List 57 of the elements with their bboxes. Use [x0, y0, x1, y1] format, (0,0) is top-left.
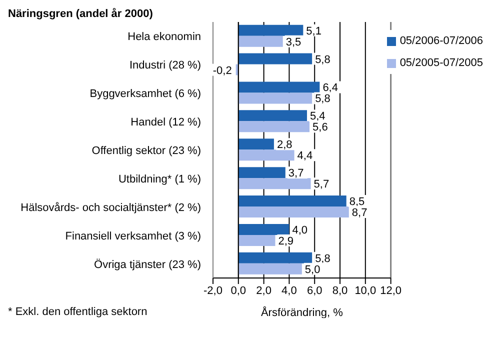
- bar: [238, 196, 346, 207]
- y-tick-label: Utbildning* (1 %): [118, 173, 201, 186]
- bar: [238, 206, 349, 218]
- bar: [238, 252, 312, 264]
- data-label: 5,8: [315, 54, 330, 66]
- x-tick-label: 8,0: [332, 284, 348, 297]
- data-label: 5,8: [315, 93, 330, 106]
- y-tick-label: Offentlig sektor (23 %): [92, 145, 201, 157]
- data-label: 6,4: [322, 82, 338, 94]
- bar: [238, 224, 290, 235]
- data-label: 5,0: [304, 264, 320, 276]
- data-label: 5,1: [306, 25, 322, 38]
- text: * Exkl. den offentliga sektorn: [8, 306, 148, 318]
- data-label: 8,7: [352, 207, 368, 220]
- x-tick-label: 10,0: [354, 284, 376, 297]
- bar: [238, 24, 304, 36]
- x-tick-label: -2,0: [204, 284, 222, 297]
- x-axis-title: Årsförändring, %: [260, 306, 344, 319]
- x-tick-label: 6,0: [306, 284, 322, 297]
- bar: [238, 263, 302, 274]
- data-label: 4,0: [292, 224, 308, 236]
- bar: [238, 36, 283, 47]
- text: Näringsgren (andel år 2000): [8, 8, 153, 20]
- y-tick-label: Handel (12 %): [130, 116, 201, 129]
- bar: [238, 167, 286, 178]
- y-tick-label: Hela ekonomin: [128, 31, 201, 44]
- data-label: 3,7: [288, 168, 304, 180]
- data-label: 8,5: [349, 196, 365, 208]
- data-label: 3,5: [286, 36, 302, 48]
- legend-label: 05/2005-07/2005: [400, 56, 483, 71]
- data-label: 5,7: [314, 178, 330, 191]
- x-tick-label: 0,0: [230, 284, 246, 297]
- y-tick-label: Industri (28 %): [129, 60, 201, 72]
- data-label: -0,2: [212, 64, 232, 77]
- y-tick-label: Finansiell verksamhet (3 %): [65, 230, 201, 242]
- data-label: 5,6: [312, 122, 328, 134]
- bar: [238, 82, 320, 93]
- bar: [238, 178, 311, 190]
- bar: [238, 110, 307, 122]
- data-label: 2,9: [278, 235, 294, 248]
- bar: [238, 234, 276, 246]
- data-label: 4,4: [297, 150, 313, 162]
- bar: [238, 150, 294, 161]
- data-label: 5,4: [310, 110, 326, 123]
- bar: [238, 92, 312, 104]
- bar: [238, 138, 274, 150]
- bar: [238, 121, 310, 132]
- bar: [238, 53, 312, 64]
- x-tick-label: 12,0: [380, 284, 402, 297]
- y-tick-label: Övriga tjänster (23 %): [94, 258, 201, 271]
- x-tick-label: 2,0: [256, 284, 272, 297]
- data-label: 2,8: [276, 139, 292, 152]
- x-tick-label: 4,0: [282, 284, 297, 297]
- data-label: 5,8: [315, 252, 330, 265]
- legend-label: 05/2006-07/2006: [400, 34, 483, 49]
- y-tick-label: Hälsovårds- och socialtjänster* (2 %): [20, 202, 201, 214]
- y-tick-label: Byggverksamhet (6 %): [90, 88, 201, 100]
